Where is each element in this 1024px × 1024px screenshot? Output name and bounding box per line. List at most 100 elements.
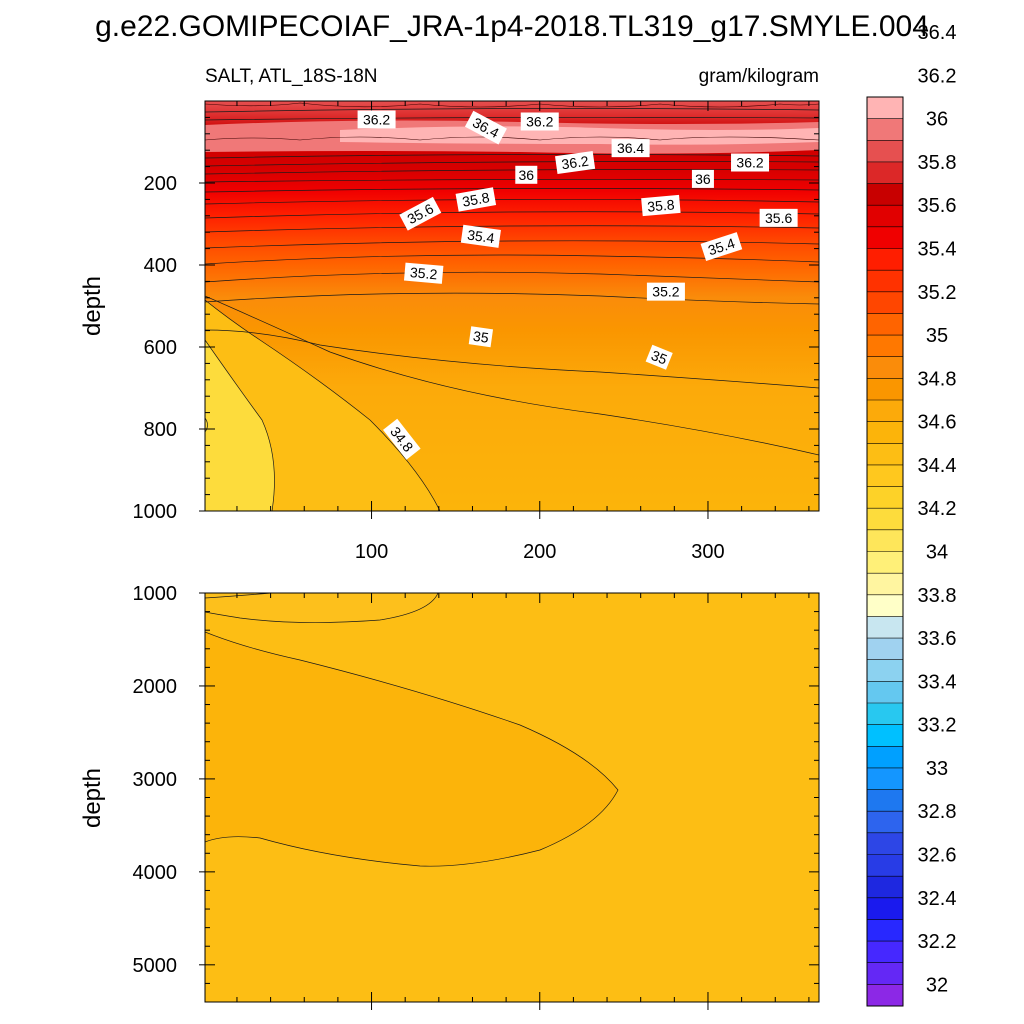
contour-line	[205, 211, 819, 219]
colorbar: 32 32.2 32.4 32.6 32.8 33 33.2 33.4 33.6 33.8 34 34…	[866, 22, 957, 1007]
colorbar-swatch	[867, 854, 903, 877]
core-36-6-band	[340, 126, 819, 145]
contour-label: 35.2	[646, 282, 685, 301]
colorbar-swatch	[867, 984, 903, 1007]
colorbar-label: 35	[926, 325, 948, 347]
figure-title: g.e22.GOMIPECOIAF_JRA-1p4-2018.TL319_g17…	[95, 10, 929, 43]
x-tick-label: 200	[523, 541, 556, 563]
colorbar-swatch	[867, 919, 903, 942]
contour-label: 35.4	[700, 232, 743, 261]
y-tick-label: 200	[144, 173, 177, 195]
contour-line	[205, 188, 819, 193]
contour-label-box	[520, 112, 559, 131]
contour-label: 35	[468, 326, 494, 348]
contour-line	[205, 631, 619, 867]
colorbar-label: 35.8	[918, 152, 957, 174]
contour-label-text: 36.2	[526, 114, 553, 130]
y-tick-label: 3000	[133, 769, 178, 791]
contour-label: 35.6	[759, 208, 798, 227]
core-34-9-tongue	[205, 632, 618, 867]
x-tick-label: 100	[355, 541, 388, 563]
contour-label-text: 35.2	[652, 284, 679, 300]
contour-label-box	[645, 344, 673, 370]
contour-label-text: 35.4	[466, 226, 495, 246]
contour-label-box	[555, 150, 596, 175]
contour-label-box	[700, 232, 743, 261]
contour-label-text: 36.2	[736, 155, 763, 171]
contour-line	[205, 339, 275, 511]
contour-label: 35.8	[641, 194, 681, 217]
colorbar-swatch	[867, 616, 903, 639]
units-label: gram/kilogram	[699, 66, 819, 87]
colorbar-swatch	[867, 594, 903, 617]
colorbar-label: 35.2	[918, 282, 957, 304]
colorbar-swatch	[867, 226, 903, 249]
colorbar-swatch	[867, 876, 903, 899]
colorbar-swatch	[867, 659, 903, 682]
colorbar-label: 34.6	[918, 412, 957, 434]
contour-label-box	[464, 110, 507, 145]
contour-line	[205, 292, 819, 305]
contour-line	[205, 116, 819, 121]
colorbar-swatch	[867, 378, 903, 401]
y-tick-label: 1000	[133, 583, 178, 605]
colorbar-label: 33	[926, 758, 948, 780]
contour-label-box	[731, 153, 770, 172]
contour-line	[205, 225, 819, 233]
contour-line	[205, 593, 439, 623]
colorbar-swatch	[867, 313, 903, 336]
colorbar-swatch	[867, 767, 903, 790]
contour-label: 36.2	[555, 150, 596, 175]
colorbar-label: 32	[926, 974, 948, 996]
upper-panel: SALT, ATL_18S-18N gram/kilogram	[79, 66, 820, 563]
contour-label-box	[611, 139, 650, 158]
contour-label-box	[646, 282, 685, 301]
colorbar-swatch	[867, 335, 903, 358]
colorbar-swatch	[867, 638, 903, 661]
colorbar-swatch	[867, 789, 903, 812]
contour-label-text: 36	[695, 171, 711, 187]
upper-y-axis-label: depth	[79, 276, 106, 336]
colorbar-swatch	[867, 897, 903, 920]
colorbar-label: 36	[926, 109, 948, 131]
colorbar-label: 33.2	[918, 715, 957, 737]
colorbar-swatch	[867, 573, 903, 596]
colorbar-frame	[866, 96, 904, 1007]
y-tick-label: 2000	[133, 676, 178, 698]
contour-label-text: 35.8	[461, 189, 491, 210]
contour-label-text: 36.2	[560, 153, 589, 173]
colorbar-label: 36.2	[918, 65, 957, 87]
colorbar-swatch	[867, 270, 903, 293]
y-tick-label: 4000	[133, 862, 178, 884]
upper-lens	[205, 593, 438, 623]
colorbar-swatch	[867, 205, 903, 228]
colorbar-label: 34.2	[918, 498, 957, 520]
colorbar-swatch	[867, 486, 903, 509]
colorbar-label: 32.6	[918, 845, 957, 867]
contour-label: 35.4	[460, 224, 501, 248]
contour-label-text: 36.4	[617, 140, 644, 156]
contour-label: 35.8	[455, 187, 497, 212]
contour-label: 35.6	[399, 196, 442, 231]
colorbar-swatch	[867, 962, 903, 985]
contour-label: 36	[691, 169, 714, 188]
colorbar-swatch	[867, 508, 903, 531]
variable-label: SALT, ATL_18S-18N	[205, 66, 378, 87]
contour-label-text: 35.8	[647, 196, 676, 214]
contour-line	[205, 295, 819, 456]
colorbar-swatch	[867, 746, 903, 769]
colorbar-swatch	[867, 400, 903, 422]
lower-field	[205, 593, 819, 1002]
colorbar-swatch	[867, 724, 903, 747]
contour-label-text: 36.2	[363, 111, 390, 127]
contour-label-text: 35.2	[409, 264, 438, 282]
y-tick-label: 600	[144, 337, 177, 359]
contour-label-box	[641, 194, 681, 217]
y-tick-label: 400	[144, 255, 177, 277]
contour-label: 36.4	[611, 139, 650, 158]
colorbar-swatch	[867, 703, 903, 725]
contour-label-box	[399, 196, 442, 231]
contour-label-text: 35	[472, 328, 490, 346]
contour-label-box	[383, 418, 421, 460]
